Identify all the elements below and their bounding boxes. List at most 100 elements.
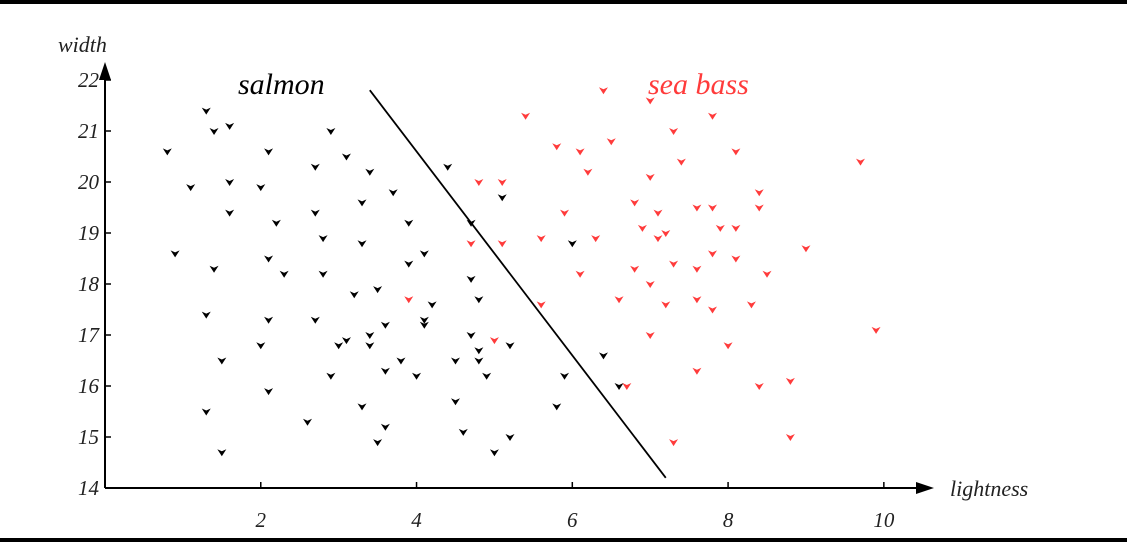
bottom-rule xyxy=(0,538,1127,542)
sea-bass-point xyxy=(606,138,616,146)
salmon-point xyxy=(279,270,289,278)
sea-bass-point xyxy=(653,209,663,217)
x-tick-label: 10 xyxy=(873,508,895,532)
salmon-point xyxy=(201,311,211,319)
salmon-point xyxy=(380,423,390,431)
sea-bass-point xyxy=(598,87,608,95)
sea-bass-point xyxy=(731,148,741,156)
sea-bass-point xyxy=(708,250,717,258)
x-tick-label: 2 xyxy=(256,508,267,532)
salmon-point xyxy=(256,184,266,192)
salmon-point xyxy=(466,275,476,283)
salmon-point xyxy=(365,342,375,350)
salmon-point xyxy=(310,316,320,324)
sea-bass-point xyxy=(801,245,811,253)
sea-bass-point xyxy=(669,260,679,268)
salmon-point xyxy=(225,209,235,217)
decision-boundary-line xyxy=(369,89,667,479)
salmon-point xyxy=(567,240,577,248)
sea-bass-point xyxy=(762,270,772,278)
sea-bass-point xyxy=(536,301,546,309)
sea-bass-point xyxy=(708,204,717,212)
salmon-point xyxy=(170,250,180,258)
sea-bass-point xyxy=(692,367,702,375)
salmon-point xyxy=(373,286,383,294)
y-tick-label: 20 xyxy=(78,170,100,194)
salmon-point xyxy=(396,357,406,365)
salmon-point xyxy=(505,342,515,350)
axes xyxy=(99,62,934,494)
salmon-point xyxy=(380,321,390,329)
salmon-point xyxy=(404,260,414,268)
sea-bass-point xyxy=(614,296,624,304)
x-tick-label: 4 xyxy=(411,508,422,532)
salmon-point xyxy=(225,122,235,130)
sea-bass-point xyxy=(661,301,671,309)
sea-bass-point xyxy=(637,224,647,232)
sea-bass-point xyxy=(466,240,476,248)
sea-bass-point xyxy=(404,296,414,304)
salmon-point xyxy=(419,250,429,258)
salmon-point xyxy=(373,439,383,447)
sea-bass-point xyxy=(552,143,562,151)
y-tick-label: 19 xyxy=(78,221,100,245)
salmon-point xyxy=(217,357,227,365)
salmon-point xyxy=(388,189,398,197)
salmon-point xyxy=(419,321,429,329)
sea-bass-point xyxy=(645,281,655,288)
salmon-point xyxy=(186,184,196,192)
sea-bass-point xyxy=(723,342,733,350)
salmon-point xyxy=(474,296,484,304)
salmon-point xyxy=(560,372,570,380)
salmon-point xyxy=(466,332,476,339)
salmon-point xyxy=(404,219,414,227)
salmon-point xyxy=(357,240,367,248)
salmon-point xyxy=(341,153,351,161)
salmon-point xyxy=(209,265,219,273)
sea-bass-point xyxy=(669,439,679,447)
salmon-point xyxy=(326,372,336,380)
sea-bass-point xyxy=(474,179,484,186)
salmon-point xyxy=(225,179,235,186)
sea-bass-point xyxy=(692,265,702,273)
salmon-point xyxy=(201,408,211,416)
sea-bass-point xyxy=(754,189,764,197)
sea-bass-point xyxy=(708,306,717,314)
salmon-point xyxy=(365,332,375,339)
salmon-point xyxy=(310,209,320,217)
y-tick-label: 16 xyxy=(78,374,100,398)
sea-bass-point xyxy=(692,296,702,304)
sea-bass-point xyxy=(785,434,795,441)
salmon-point xyxy=(349,291,359,299)
salmon-point xyxy=(310,163,320,171)
sea-bass-point xyxy=(630,199,640,207)
x-axis-title: lightness xyxy=(950,476,1028,501)
salmon-point xyxy=(264,148,274,156)
sea-bass-point xyxy=(536,235,546,243)
sea-bass-point xyxy=(661,230,671,237)
salmon-point xyxy=(443,163,453,171)
salmon-point xyxy=(497,194,507,202)
sea-bass-point xyxy=(645,332,655,339)
salmon-point xyxy=(264,388,274,396)
salmon-point xyxy=(217,449,227,457)
salmon-point xyxy=(264,316,274,324)
salmon-point xyxy=(474,347,484,355)
sea-bass-point xyxy=(591,235,601,243)
salmon-point xyxy=(412,372,422,380)
y-tick-label: 17 xyxy=(78,323,101,347)
y-tick-label: 18 xyxy=(78,272,100,296)
y-tick-label: 22 xyxy=(78,68,100,92)
salmon-point xyxy=(552,403,562,411)
y-tick-label: 21 xyxy=(78,119,99,143)
salmon-point xyxy=(357,199,367,207)
y-tick-label: 15 xyxy=(78,425,99,449)
sea-bass-point xyxy=(754,204,764,212)
salmon-point xyxy=(303,418,312,426)
sea-bass-point xyxy=(560,209,570,217)
sea-bass-point xyxy=(715,224,725,232)
salmon-point xyxy=(489,449,499,457)
salmon-point xyxy=(357,403,367,411)
salmon-point xyxy=(474,357,484,365)
sea-bass-point xyxy=(575,270,585,278)
